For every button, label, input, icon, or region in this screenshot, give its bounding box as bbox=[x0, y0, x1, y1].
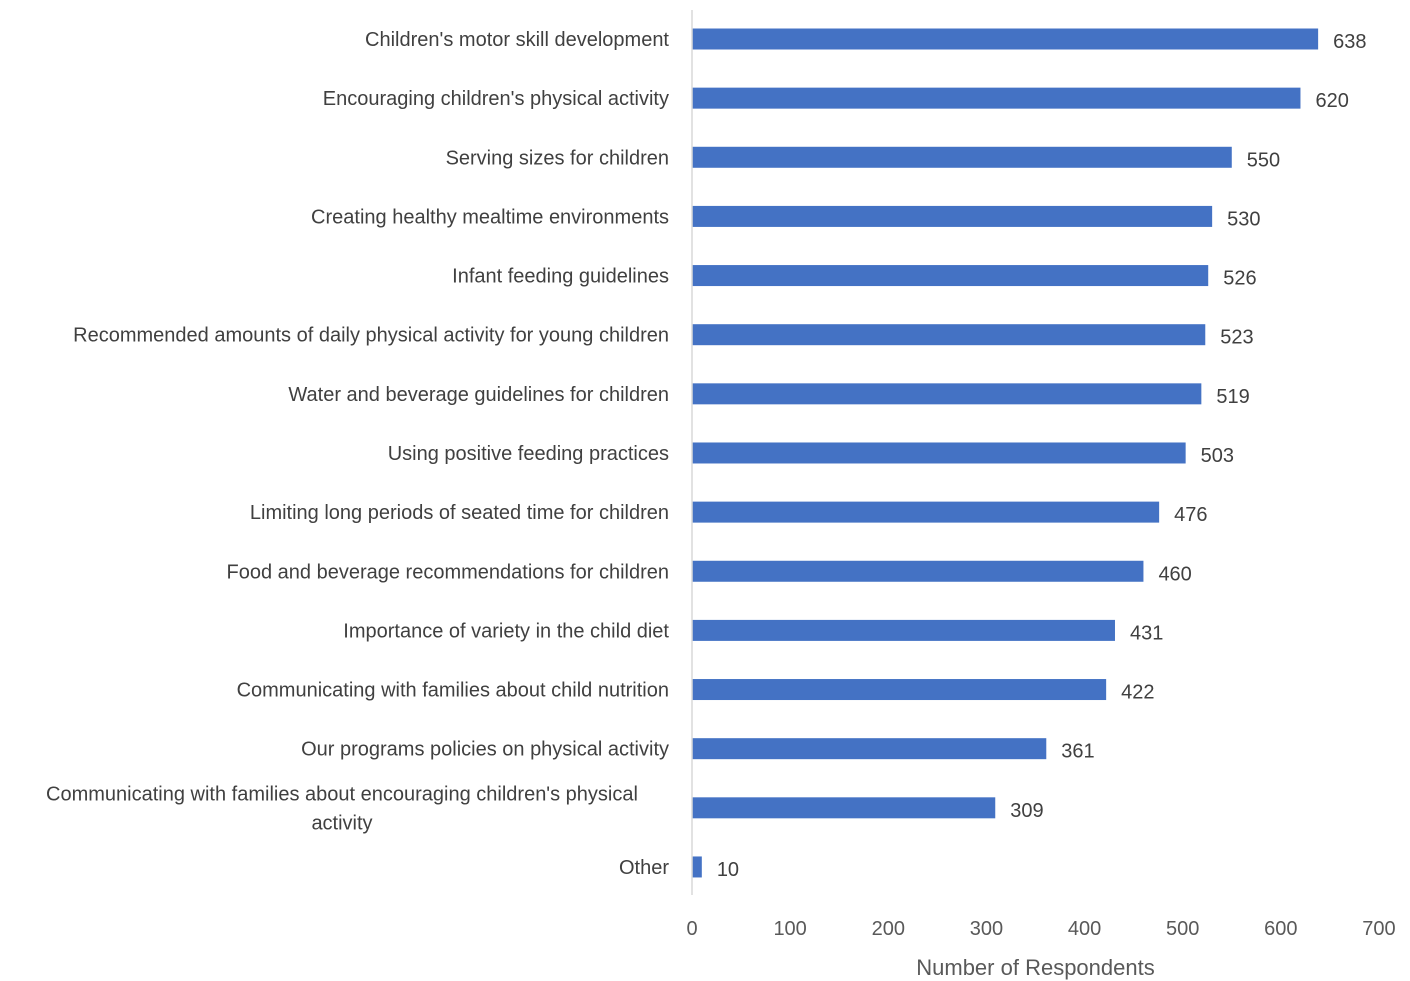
data-label: 361 bbox=[1061, 741, 1094, 763]
data-labels-layer: 638 620 550 530 526 523 519 503 476 460 431 422 361 3… bbox=[717, 31, 1367, 881]
data-label: 460 bbox=[1158, 563, 1191, 585]
category-label: Children's motor skill development bbox=[365, 29, 669, 51]
bar bbox=[692, 738, 1047, 760]
bars-layer bbox=[692, 28, 1319, 878]
category-label: Encouraging children's physical activity bbox=[323, 88, 669, 110]
category-label: Recommended amounts of daily physical ac… bbox=[73, 325, 669, 347]
bar bbox=[692, 146, 1232, 168]
x-tick-label: 500 bbox=[1166, 918, 1199, 940]
category-label: Other bbox=[619, 857, 669, 879]
data-label: 503 bbox=[1201, 445, 1234, 467]
category-label: Communicating with families about encour… bbox=[46, 783, 638, 834]
bar bbox=[692, 28, 1319, 50]
x-tick-label: 400 bbox=[1068, 918, 1101, 940]
category-label: Communicating with families about child … bbox=[237, 680, 669, 702]
category-label: Serving sizes for children bbox=[446, 147, 669, 169]
data-label: 638 bbox=[1333, 31, 1366, 53]
x-axis-title: Number of Respondents bbox=[916, 955, 1154, 980]
data-label: 519 bbox=[1216, 386, 1249, 408]
bar bbox=[692, 442, 1186, 464]
category-label: Our programs policies on physical activi… bbox=[301, 739, 669, 761]
data-label: 10 bbox=[717, 859, 739, 881]
category-label: Creating healthy mealtime environments bbox=[311, 206, 669, 228]
data-label: 620 bbox=[1315, 90, 1348, 112]
data-label: 526 bbox=[1223, 268, 1256, 290]
x-axis-ticks: 0 100 200 300 400 500 600 700 bbox=[686, 918, 1395, 940]
bar bbox=[692, 679, 1107, 701]
bar bbox=[692, 560, 1144, 582]
bar bbox=[692, 205, 1213, 227]
bar bbox=[692, 619, 1115, 641]
x-tick-label: 0 bbox=[686, 918, 697, 940]
category-label: Food and beverage recommendations for ch… bbox=[227, 561, 669, 583]
bar bbox=[692, 87, 1301, 109]
category-label: Limiting long periods of seated time for… bbox=[250, 502, 669, 524]
category-label: Using positive feeding practices bbox=[388, 443, 669, 465]
bar bbox=[692, 383, 1202, 405]
data-label: 550 bbox=[1247, 149, 1280, 171]
bar bbox=[692, 324, 1206, 346]
bar bbox=[692, 856, 702, 878]
bar bbox=[692, 265, 1209, 287]
data-label: 422 bbox=[1121, 682, 1154, 704]
data-label: 530 bbox=[1227, 208, 1260, 230]
category-label: Importance of variety in the child diet bbox=[343, 620, 669, 642]
x-tick-label: 600 bbox=[1264, 918, 1297, 940]
x-tick-label: 700 bbox=[1362, 918, 1395, 940]
data-label: 523 bbox=[1220, 327, 1253, 349]
data-label: 309 bbox=[1010, 800, 1043, 822]
bar bbox=[692, 501, 1160, 523]
bar bbox=[692, 797, 996, 819]
data-label: 431 bbox=[1130, 622, 1163, 644]
x-tick-label: 200 bbox=[872, 918, 905, 940]
x-tick-label: 300 bbox=[970, 918, 1003, 940]
category-label: Water and beverage guidelines for childr… bbox=[288, 384, 669, 406]
data-label: 476 bbox=[1174, 504, 1207, 526]
x-tick-label: 100 bbox=[773, 918, 806, 940]
category-label: Infant feeding guidelines bbox=[452, 266, 669, 288]
category-labels-layer: Children's motor skill development Encour… bbox=[46, 29, 669, 879]
